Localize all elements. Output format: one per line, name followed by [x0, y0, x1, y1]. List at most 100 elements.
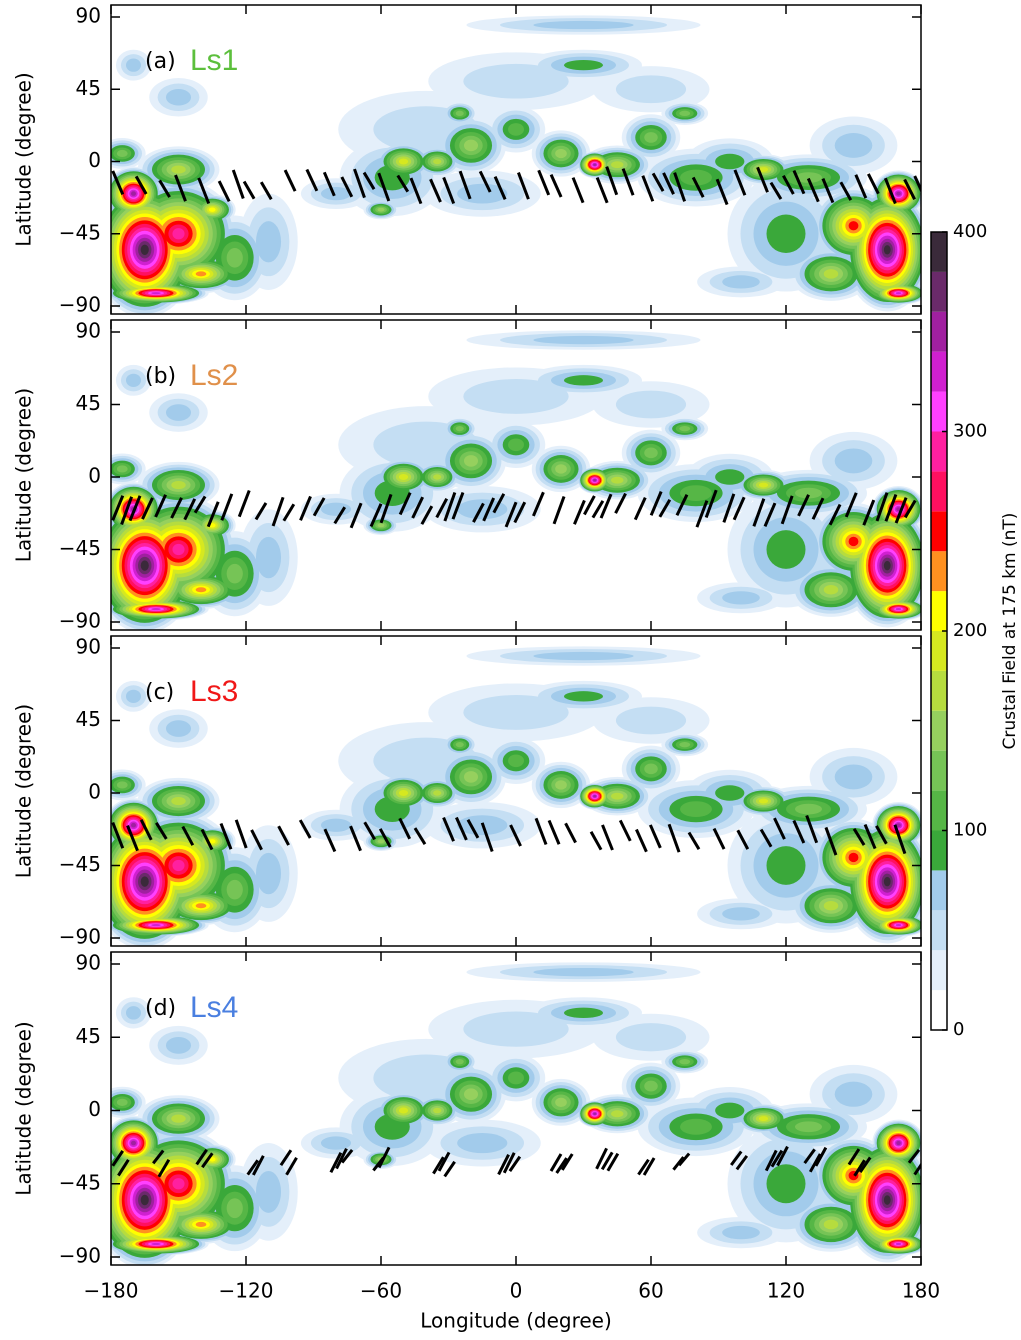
orbit-track — [763, 502, 777, 527]
contour-level — [715, 785, 745, 801]
orbit-track — [769, 181, 783, 200]
contour-level — [533, 967, 634, 977]
contour-level — [679, 110, 691, 117]
orbit-track — [234, 819, 248, 849]
contour-level — [508, 123, 524, 136]
orbit-track — [811, 497, 825, 520]
orbit-track — [437, 1151, 451, 1172]
orbit-track — [120, 496, 134, 526]
panel-label: (b) — [145, 364, 176, 389]
colorbar-level — [931, 631, 947, 671]
orbit-track — [712, 827, 726, 850]
colorbar-level — [931, 750, 947, 791]
orbit-track — [648, 824, 662, 849]
contour-level — [722, 275, 760, 289]
colorbar-level — [931, 950, 947, 991]
contour-level — [433, 474, 442, 480]
contour-level — [125, 1006, 142, 1020]
contour-level — [172, 543, 185, 556]
panel-title: Ls1 — [190, 44, 238, 77]
orbit-track — [642, 1157, 656, 1176]
contour-level — [320, 1136, 352, 1150]
y-tick-label: −90 — [59, 293, 101, 317]
contour-level — [615, 75, 687, 104]
orbit-track — [411, 496, 425, 519]
orbit-track — [730, 1150, 743, 1166]
colorbar-tick-label: 200 — [953, 620, 987, 641]
orbit-track — [756, 166, 769, 193]
contour-level — [823, 1219, 839, 1230]
contour-level — [455, 110, 464, 117]
orbit-track — [704, 489, 718, 519]
contour-level — [320, 502, 352, 516]
orbit-track — [111, 170, 125, 195]
orbit-track — [442, 176, 456, 205]
contour-level — [208, 839, 216, 844]
y-tick-label: −45 — [59, 536, 101, 560]
contour-level — [834, 448, 873, 474]
orbit-track — [349, 825, 362, 852]
contour-level — [834, 1081, 873, 1107]
orbit-track — [637, 1158, 650, 1176]
y-tick-label: 90 — [76, 319, 101, 343]
contour-level — [679, 1058, 691, 1065]
y-tick-label: 45 — [76, 76, 101, 100]
orbit-track — [111, 1150, 124, 1167]
orbit-track — [583, 495, 596, 516]
contour-level — [398, 789, 409, 797]
orbit-track — [903, 499, 917, 519]
contour-level — [555, 1097, 567, 1108]
contour-level — [463, 695, 569, 730]
contour-level — [125, 689, 142, 703]
y-tick-label: 0 — [88, 148, 101, 172]
contour-level — [140, 244, 149, 255]
contour-level — [130, 1140, 137, 1146]
colorbar-tick-label: 400 — [953, 221, 987, 242]
contour-level — [171, 1114, 186, 1123]
contour-level — [140, 1194, 149, 1206]
contour-level — [165, 720, 192, 737]
contour-level — [823, 269, 839, 279]
panel-title: Ls3 — [190, 675, 238, 708]
colorbar-level — [931, 910, 947, 951]
orbit-track — [451, 491, 465, 520]
contour-level — [398, 158, 409, 165]
x-tick-label: −60 — [360, 1279, 402, 1303]
contour-level — [226, 1198, 243, 1219]
contour-level — [226, 248, 243, 268]
orbit-track — [614, 492, 627, 514]
contour-level — [564, 1007, 603, 1019]
colorbar-label: Crustal Field at 175 km (nT) — [1000, 513, 1020, 750]
contour-level — [208, 207, 216, 212]
orbit-track — [254, 502, 268, 521]
contour-level — [848, 221, 859, 231]
orbit-track — [695, 500, 709, 528]
orbit-track — [867, 173, 880, 195]
contour-level — [555, 464, 567, 474]
y-tick-label: 45 — [76, 707, 101, 731]
panel-label: (c) — [145, 680, 174, 705]
orbit-track — [591, 500, 605, 519]
orbit-track — [508, 1155, 522, 1173]
contour-level — [151, 1242, 161, 1246]
colorbar-level — [931, 790, 947, 831]
orbit-track — [111, 821, 125, 849]
contour-level — [125, 58, 142, 72]
orbit-track — [770, 1149, 784, 1168]
orbit-track — [502, 1152, 516, 1174]
contour-level — [611, 792, 624, 800]
contour-level — [130, 191, 137, 196]
contour-level — [823, 901, 839, 911]
contour-level — [433, 158, 442, 165]
contour-level — [463, 379, 569, 414]
contour-level — [463, 139, 479, 152]
contour-field — [111, 646, 921, 946]
contour-level — [758, 167, 769, 172]
contour-level — [455, 425, 464, 432]
orbit-track — [605, 166, 619, 196]
contour-level — [795, 803, 822, 815]
orbit-track — [443, 492, 457, 522]
contour-level — [140, 560, 149, 571]
colorbar-tick-label: 300 — [953, 421, 987, 442]
orbit-track — [658, 498, 672, 518]
